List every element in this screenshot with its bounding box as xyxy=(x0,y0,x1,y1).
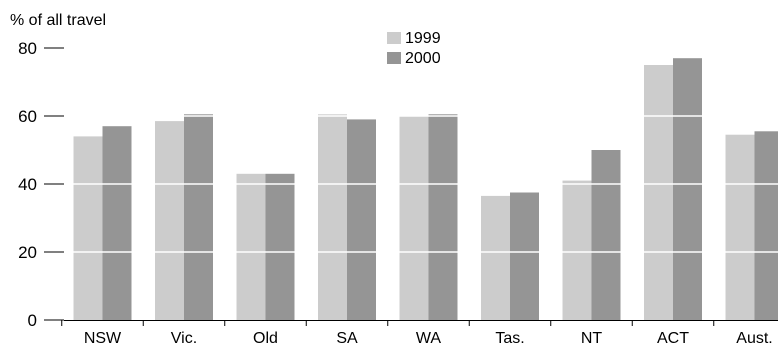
bar-2000-vic xyxy=(184,114,213,320)
legend-label-1999: 1999 xyxy=(405,30,441,47)
bar-1999-wa xyxy=(399,116,429,320)
y-tick-label: 20 xyxy=(18,243,37,262)
y-tick-label: 80 xyxy=(18,39,37,58)
legend-swatch-1999 xyxy=(387,32,401,44)
legend-label-2000: 2000 xyxy=(405,50,441,67)
y-axis-title: % of all travel xyxy=(10,12,107,29)
x-tick-label: NT xyxy=(581,330,603,347)
bar-2000-wa xyxy=(428,114,458,320)
x-tick-label: ACT xyxy=(657,330,689,347)
bar-1999-sa xyxy=(318,114,347,320)
bar-2000-nsw xyxy=(102,126,132,320)
bar-2000-tas xyxy=(510,192,539,320)
bar-1999-aust xyxy=(725,134,755,320)
bar-1999-vic xyxy=(155,121,184,320)
bar-2000-old xyxy=(265,173,295,320)
y-tick-label: 60 xyxy=(18,107,37,126)
bar-2000-act xyxy=(673,58,702,320)
x-tick-label: NSW xyxy=(84,330,122,347)
x-tick-label: Vic. xyxy=(171,330,197,347)
x-tick-label: Aust. xyxy=(736,330,772,347)
bar-1999-nt xyxy=(562,180,592,320)
bar-1999-nsw xyxy=(73,136,103,320)
axes-group: 0 20 40 60 80 NSW Vic. Old SA WA Tas. NT ACT Aust. xyxy=(18,39,778,347)
x-tick-label: SA xyxy=(336,330,358,347)
bar-1999-old xyxy=(236,173,266,320)
x-tick-label: Tas. xyxy=(495,330,524,347)
bar-2000-aust xyxy=(754,131,778,320)
legend-swatch-2000 xyxy=(387,52,401,64)
bar-1999-tas xyxy=(481,195,510,320)
x-tick-label: Old xyxy=(253,330,278,347)
bar-2000-sa xyxy=(347,119,376,321)
gridlines-group xyxy=(73,47,778,253)
y-tick-label: 40 xyxy=(18,175,37,194)
x-tick-label: WA xyxy=(416,330,442,347)
bars-group xyxy=(73,58,778,321)
y-tick-label: 0 xyxy=(28,311,37,330)
bar-1999-act xyxy=(644,65,673,320)
legend: 1999 2000 xyxy=(387,30,441,67)
bar-2000-nt xyxy=(591,150,621,320)
